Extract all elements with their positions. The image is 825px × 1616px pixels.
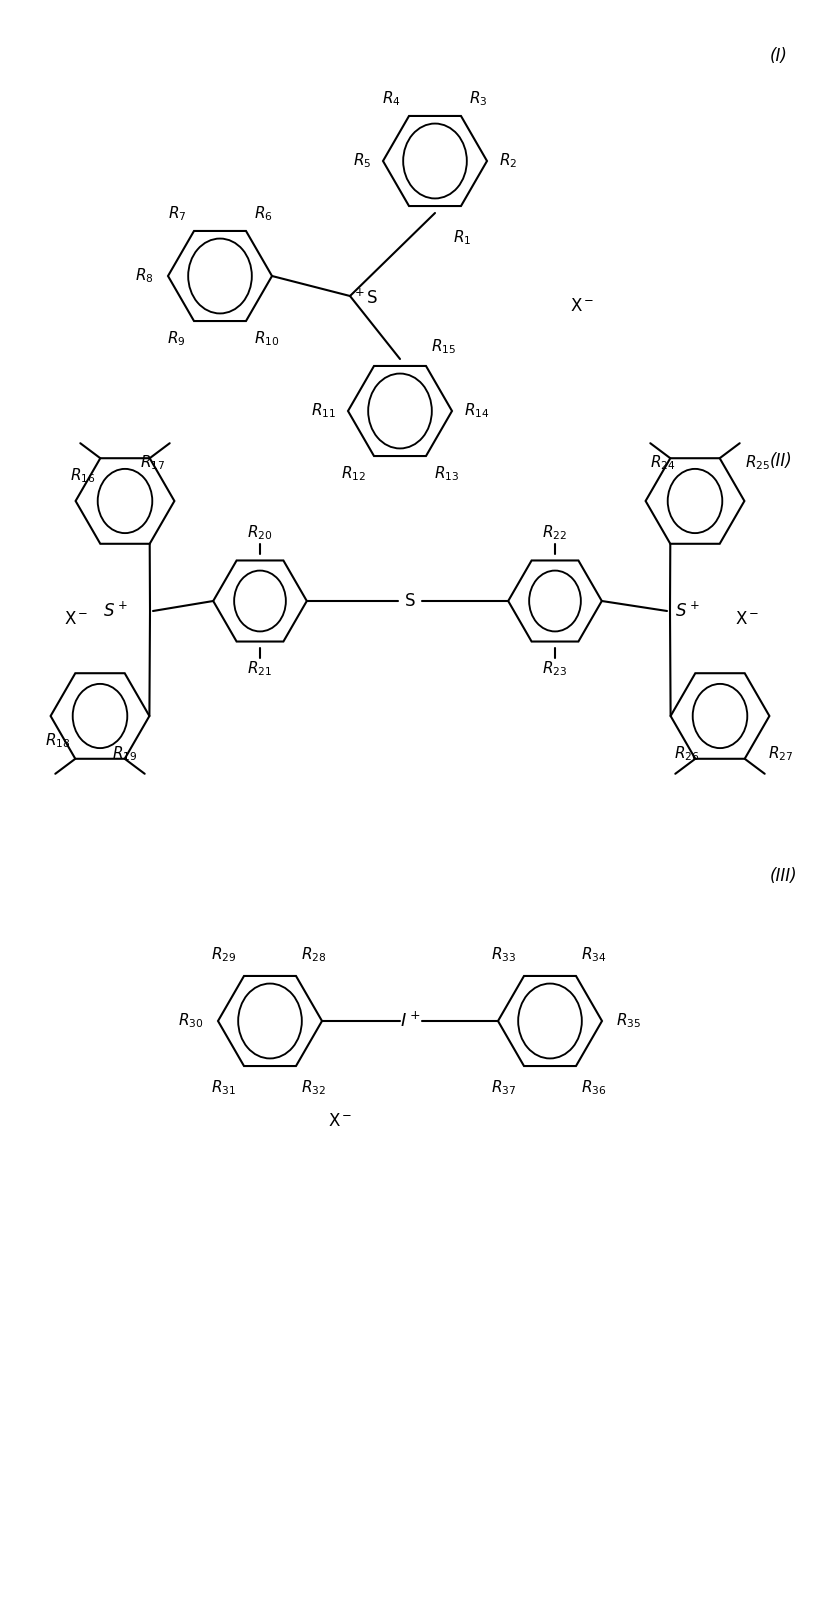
Text: $R_{37}$: $R_{37}$ [491,1078,516,1097]
Text: $R_{20}$: $R_{20}$ [248,524,273,543]
Text: $R_{28}$: $R_{28}$ [301,945,327,965]
Text: $R_{21}$: $R_{21}$ [248,659,272,679]
Text: $I^+$: $I^+$ [400,1012,420,1031]
Text: $R_{10}$: $R_{10}$ [254,330,280,347]
Text: $R_{35}$: $R_{35}$ [616,1012,641,1031]
Text: (I): (I) [770,47,788,65]
Text: (III): (III) [770,868,798,886]
Text: X$^-$: X$^-$ [328,1112,352,1130]
Text: $S^+$: $S^+$ [675,601,700,621]
Text: $R_{25}$: $R_{25}$ [745,454,771,472]
Text: $^+$S: $^+$S [352,288,379,307]
Text: $R_{14}$: $R_{14}$ [464,402,489,420]
Text: $R_{26}$: $R_{26}$ [675,745,700,763]
Text: $R_2$: $R_2$ [499,152,517,170]
Text: (II): (II) [770,452,793,470]
Text: $R_9$: $R_9$ [167,330,186,347]
Text: $R_{27}$: $R_{27}$ [768,745,794,763]
Text: $R_{29}$: $R_{29}$ [210,945,236,965]
Text: $R_{24}$: $R_{24}$ [649,454,675,472]
Text: $R_{36}$: $R_{36}$ [581,1078,606,1097]
Text: $R_{11}$: $R_{11}$ [311,402,336,420]
Text: $R_6$: $R_6$ [254,204,273,223]
Text: $R_3$: $R_3$ [469,89,488,108]
Text: X$^-$: X$^-$ [64,609,88,629]
Text: $R_{17}$: $R_{17}$ [140,454,165,472]
Text: $R_{19}$: $R_{19}$ [112,745,138,763]
Text: $R_{23}$: $R_{23}$ [542,659,568,679]
Text: $R_7$: $R_7$ [167,204,186,223]
Text: $R_{22}$: $R_{22}$ [543,524,568,543]
Text: $R_{12}$: $R_{12}$ [341,464,366,483]
Text: $S^+$: $S^+$ [103,601,128,621]
Text: $R_{13}$: $R_{13}$ [434,464,460,483]
Text: $R_{15}$: $R_{15}$ [431,338,456,356]
Text: $R_{34}$: $R_{34}$ [581,945,606,965]
Text: $R_8$: $R_8$ [135,267,154,286]
Text: X$^-$: X$^-$ [570,297,594,315]
Text: $R_{31}$: $R_{31}$ [211,1078,236,1097]
Text: $R_{33}$: $R_{33}$ [491,945,516,965]
Text: $R_5$: $R_5$ [352,152,371,170]
Text: $R_{18}$: $R_{18}$ [45,732,70,750]
Text: $R_{30}$: $R_{30}$ [178,1012,204,1031]
Text: $R_{16}$: $R_{16}$ [70,467,96,485]
Text: $R_4$: $R_4$ [382,89,401,108]
Text: $R_{32}$: $R_{32}$ [301,1078,326,1097]
Text: X$^-$: X$^-$ [735,609,759,629]
Text: $R_1$: $R_1$ [453,228,471,247]
Text: S: S [405,591,415,609]
